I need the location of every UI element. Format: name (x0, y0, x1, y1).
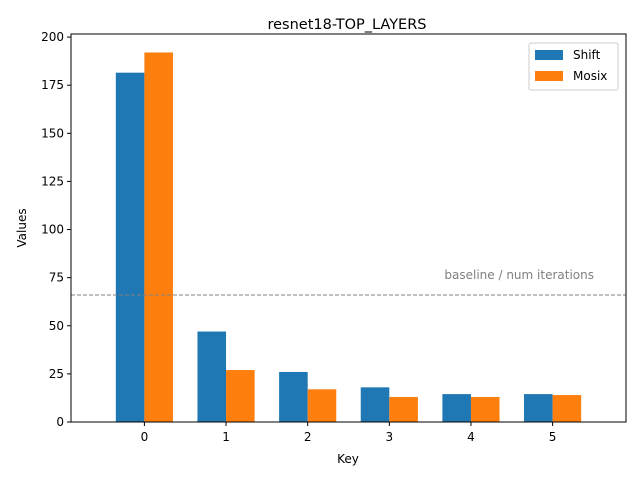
x-axis-title: Key (337, 452, 359, 466)
bar-mosix-2 (307, 389, 337, 422)
x-tick-label-3: 3 (386, 430, 394, 444)
bar-mosix-0 (144, 52, 173, 422)
bar-mosix-4 (470, 396, 500, 422)
y-tick-label-150: 150 (41, 126, 64, 140)
legend-label-mosix: Mosix (573, 69, 607, 83)
y-tick-label-100: 100 (41, 223, 64, 237)
bar-mosix-3 (389, 396, 418, 422)
x-tick-label-1: 1 (222, 430, 230, 444)
plot-frame (70, 33, 627, 423)
bar-shift-2 (279, 371, 308, 422)
legend-label-shift: Shift (573, 48, 601, 62)
x-tick-label-4: 4 (467, 430, 475, 444)
y-tick-label-75: 75 (49, 271, 64, 285)
bar-shift-3 (360, 387, 390, 422)
bar-mosix-5 (552, 395, 582, 422)
y-tick-label-175: 175 (41, 78, 64, 92)
reference-line-label: baseline / num iterations (444, 268, 594, 282)
x-tick-label-5: 5 (549, 430, 557, 444)
bar-shift-0 (115, 72, 145, 423)
legend-swatch-shift (535, 50, 563, 60)
bar-shift-1 (197, 331, 227, 422)
x-tick-label-0: 0 (141, 430, 149, 444)
y-axis: 0 25 50 75 100 125 150 175 200 (41, 30, 71, 429)
y-axis-title: Values (15, 208, 29, 247)
bar-shift-4 (442, 394, 471, 422)
legend: Shift Mosix (528, 42, 619, 91)
y-tick-label-25: 25 (49, 367, 64, 381)
bar-mosix-1 (226, 370, 255, 422)
y-tick-label-125: 125 (41, 174, 64, 188)
y-tick-label-0: 0 (56, 415, 64, 429)
bar-shift-5 (524, 394, 553, 422)
legend-swatch-mosix (535, 71, 563, 81)
x-tick-label-2: 2 (304, 430, 312, 444)
bars-group (115, 52, 582, 423)
x-axis: 0 1 2 3 4 5 (141, 422, 557, 444)
chart-title: resnet18-TOP_LAYERS (267, 17, 426, 33)
y-tick-label-50: 50 (49, 319, 64, 333)
y-tick-label-200: 200 (41, 30, 64, 44)
